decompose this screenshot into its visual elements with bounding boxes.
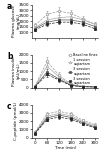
Legend: Baseline fines, 1 session
aspartam, 3 session
aspartam, 3 session
aspartam: Baseline fines, 1 session aspartam, 3 se… [68,53,98,85]
Text: c: c [7,102,12,111]
Text: b: b [7,52,12,61]
Y-axis label: Plasma insulin
(pU/mL): Plasma insulin (pU/mL) [12,56,20,86]
Y-axis label: Plasma glucose
(mg/dL): Plasma glucose (mg/dL) [12,5,20,37]
Y-axis label: C-peptide (pmol/L): C-peptide (pmol/L) [14,102,18,140]
Text: a: a [7,2,12,11]
X-axis label: Time (min): Time (min) [54,146,76,150]
